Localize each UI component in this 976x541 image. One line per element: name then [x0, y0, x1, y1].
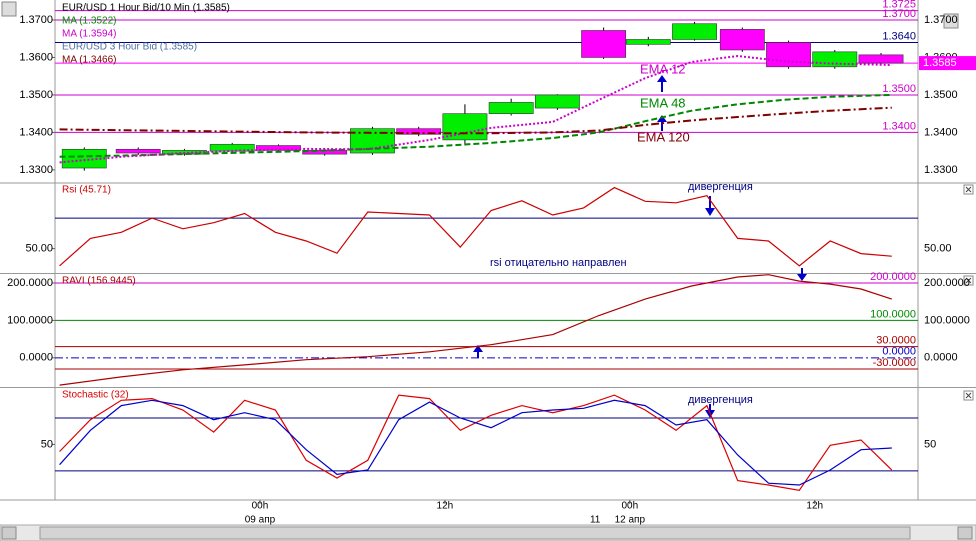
annotation: дивергенция: [688, 181, 753, 193]
panel-buttons[interactable]: [1, 1, 974, 401]
candle-body: [719, 29, 765, 51]
annotation: дивергенция: [688, 394, 753, 406]
level-label: 1.3725: [882, 0, 916, 11]
candle-body: [115, 148, 161, 154]
level-label: -30.0000: [873, 357, 916, 369]
candle-body: [672, 23, 717, 40]
chart-layer: 1.37001.37001.36001.36001.35001.35001.34…: [7, 0, 976, 526]
y-tick-label-right: 50: [924, 438, 936, 450]
y-tick-label-right: 1.3300: [924, 164, 958, 176]
annotation: rsi отицательно направлен: [490, 257, 627, 269]
series-line: [59, 54, 892, 164]
candle-body: [581, 30, 627, 58]
panel-frames: [0, 0, 976, 501]
y-tick-label-right: 50.00: [924, 242, 952, 254]
candle-body: [442, 113, 488, 141]
x-tick-label: 00h: [252, 501, 269, 512]
arrows: [473, 75, 807, 418]
level-highlight: [919, 56, 976, 71]
y-tick-label-right: 1.3400: [924, 126, 958, 138]
y-tick-label: 1.3600: [19, 51, 53, 63]
level-label: 200.0000: [870, 271, 916, 283]
x-tick-label: 00h: [621, 501, 638, 512]
level-label: 1.3585: [923, 57, 957, 69]
candle-body: [625, 39, 671, 45]
level-label: 1.3400: [882, 120, 916, 132]
legend-title: EUR/USD 1 Hour Bid/10 Min (1.3585): [62, 3, 230, 14]
y-tick-label-right: 1.3700: [924, 14, 958, 26]
y-tick-label: 50: [41, 438, 53, 450]
level-label: 0.0000: [882, 346, 916, 358]
y-tick-label: 0.0000: [19, 352, 53, 364]
y-tick-label-right: 200.0000: [924, 277, 970, 289]
scrollbar[interactable]: [0, 524, 976, 541]
y-tick-label: 1.3400: [19, 126, 53, 138]
panel-title: RAVI (156.9445): [62, 276, 136, 287]
series-line: [59, 399, 892, 486]
legend-entry: EUR/USD 3 Hour Bid (1.3585): [62, 42, 197, 53]
y-tick-label-right: 0.0000: [924, 352, 958, 364]
y-tick-label: 1.3300: [19, 164, 53, 176]
level-label: 30.0000: [876, 334, 916, 346]
panel-title: Rsi (45.71): [62, 185, 111, 196]
candle-body: [858, 54, 904, 64]
annotation: EMA 120: [637, 129, 690, 144]
x-tick-label: 12h: [806, 501, 823, 512]
date-label: 12 апр: [615, 515, 646, 526]
candle-body: [396, 128, 442, 135]
candle-body: [534, 94, 580, 109]
date-label: 11: [590, 515, 601, 526]
legend-entry: MA (1.3594): [62, 29, 116, 40]
series-line: [59, 186, 892, 267]
y-tick-label: 1.3700: [19, 14, 53, 26]
level-label: 1.3640: [882, 30, 916, 42]
y-tick-label: 100.0000: [7, 314, 53, 326]
x-tick-label: 12h: [437, 501, 454, 512]
date-label: 09 апр: [245, 515, 276, 526]
annotation: EMA 48: [640, 95, 686, 110]
candle-body: [812, 51, 858, 68]
level-label: 1.3500: [882, 83, 916, 95]
annotation: EMA 12: [640, 61, 686, 76]
candle-body: [766, 42, 811, 68]
panel-title: Stochastic (32): [62, 390, 129, 401]
y-tick-label: 1.3500: [19, 89, 53, 101]
level-label: 100.0000: [870, 308, 916, 320]
candle-body: [61, 148, 107, 169]
y-tick-label: 200.0000: [7, 277, 53, 289]
legend-entry: MA (1.3466): [62, 55, 116, 66]
candle-body: [488, 102, 534, 114]
series-line: [59, 274, 892, 386]
candle-body: [256, 145, 301, 151]
y-tick-label: 50.00: [25, 242, 53, 254]
legend-entry: MA (1.3522): [62, 16, 116, 27]
y-tick-label-right: 100.0000: [924, 314, 970, 326]
series-line: [59, 93, 892, 158]
y-tick-label-right: 1.3500: [924, 89, 958, 101]
level-label: 1.3700: [882, 8, 916, 20]
